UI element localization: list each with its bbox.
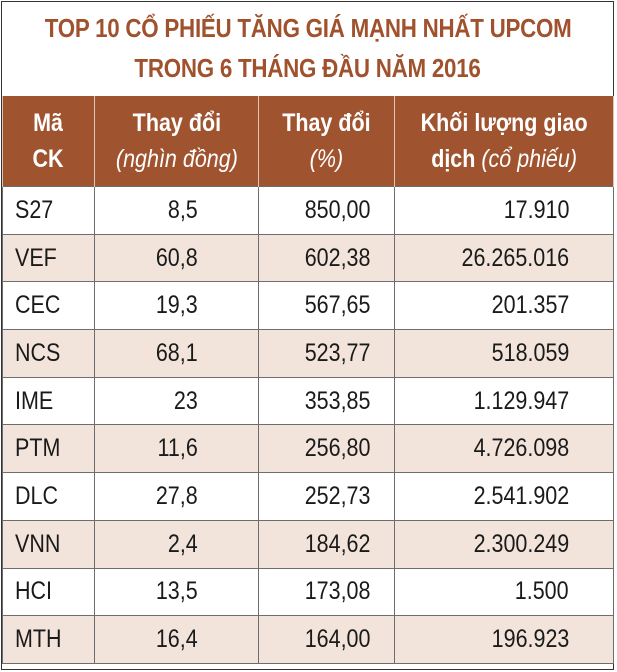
table-row: CEC 19,3 567,65 201.357 — [2, 281, 614, 331]
stock-table: Mã CK Thay đổi (nghìn đồng) Thay đổi (%) — [2, 96, 614, 664]
table-row: MTH 16,4 164,00 196.923 — [2, 615, 614, 664]
table-body: S27 8,5 850,00 17.910 VEF 60,8 602,38 26… — [2, 186, 614, 664]
price-change: 11,6 — [94, 424, 259, 474]
trading-volume: 1.129.947 — [394, 376, 614, 426]
table-row: PTM 11,6 256,80 4.726.098 — [2, 424, 614, 474]
title-line-2: TRONG 6 THÁNG ĐẦU NĂM 2016 — [134, 53, 481, 83]
percent-change: 353,85 — [258, 376, 395, 426]
price-change: 19,3 — [94, 281, 259, 331]
price-change: 16,4 — [94, 615, 259, 664]
price-change: 8,5 — [94, 186, 259, 235]
trading-volume: 201.357 — [394, 281, 614, 331]
price-change: 27,8 — [94, 472, 259, 521]
table-title: TOP 10 CỔ PHIẾU TĂNG GIÁ MẠNH NHẤT UPCOM… — [44, 2, 572, 96]
table-row: VNN 2,4 184,62 2.300.249 — [2, 519, 614, 569]
price-change: 68,1 — [94, 329, 259, 378]
trading-volume: 2.541.902 — [394, 472, 614, 521]
percent-change: 567,65 — [258, 281, 395, 331]
percent-change: 164,00 — [258, 615, 395, 664]
percent-change: 602,38 — [258, 233, 395, 283]
table-row: S27 8,5 850,00 17.910 — [2, 186, 614, 235]
price-change: 60,8 — [94, 233, 259, 283]
table-row: VEF 60,8 602,38 26.265.016 — [2, 233, 614, 283]
header-volume: Khối lượng giao dịch (cổ phiếu) — [394, 96, 614, 187]
trading-volume: 196.923 — [394, 615, 614, 664]
table-row: HCI 13,5 173,08 1.500 — [2, 567, 614, 617]
percent-change: 523,77 — [258, 329, 395, 378]
stock-code: VEF — [2, 233, 95, 283]
stock-code: DLC — [2, 472, 95, 521]
trading-volume: 518.059 — [394, 329, 614, 378]
stock-code: CEC — [2, 281, 95, 331]
table-row: DLC 27,8 252,73 2.541.902 — [2, 472, 614, 521]
percent-change: 850,00 — [258, 186, 395, 235]
price-change: 2,4 — [94, 519, 259, 569]
percent-change: 256,80 — [258, 424, 395, 474]
trading-volume: 26.265.016 — [394, 233, 614, 283]
percent-change: 173,08 — [258, 567, 395, 617]
percent-change: 252,73 — [258, 472, 395, 521]
header-change-pct: Thay đổi (%) — [258, 96, 395, 187]
stock-code: HCI — [2, 567, 95, 617]
table-row: NCS 68,1 523,77 518.059 — [2, 329, 614, 378]
stock-code: S27 — [2, 186, 95, 235]
header-row: Mã CK Thay đổi (nghìn đồng) Thay đổi (%) — [2, 96, 614, 187]
trading-volume: 17.910 — [394, 186, 614, 235]
stock-code: IME — [2, 376, 95, 426]
price-change: 23 — [94, 376, 259, 426]
table-row: IME 23 353,85 1.129.947 — [2, 376, 614, 426]
header-change: Thay đổi (nghìn đồng) — [94, 96, 259, 187]
stock-code: NCS — [2, 329, 95, 378]
stock-code: VNN — [2, 519, 95, 569]
stock-code: MTH — [2, 615, 95, 664]
trading-volume: 4.726.098 — [394, 424, 614, 474]
price-change: 13,5 — [94, 567, 259, 617]
trading-volume: 2.300.249 — [394, 519, 614, 569]
stock-code: PTM — [2, 424, 95, 474]
header-code: Mã CK — [2, 96, 95, 187]
trading-volume: 1.500 — [394, 567, 614, 617]
title-line-1: TOP 10 CỔ PHIẾU TĂNG GIÁ MẠNH NHẤT UPCOM — [44, 13, 572, 43]
percent-change: 184,62 — [258, 519, 395, 569]
